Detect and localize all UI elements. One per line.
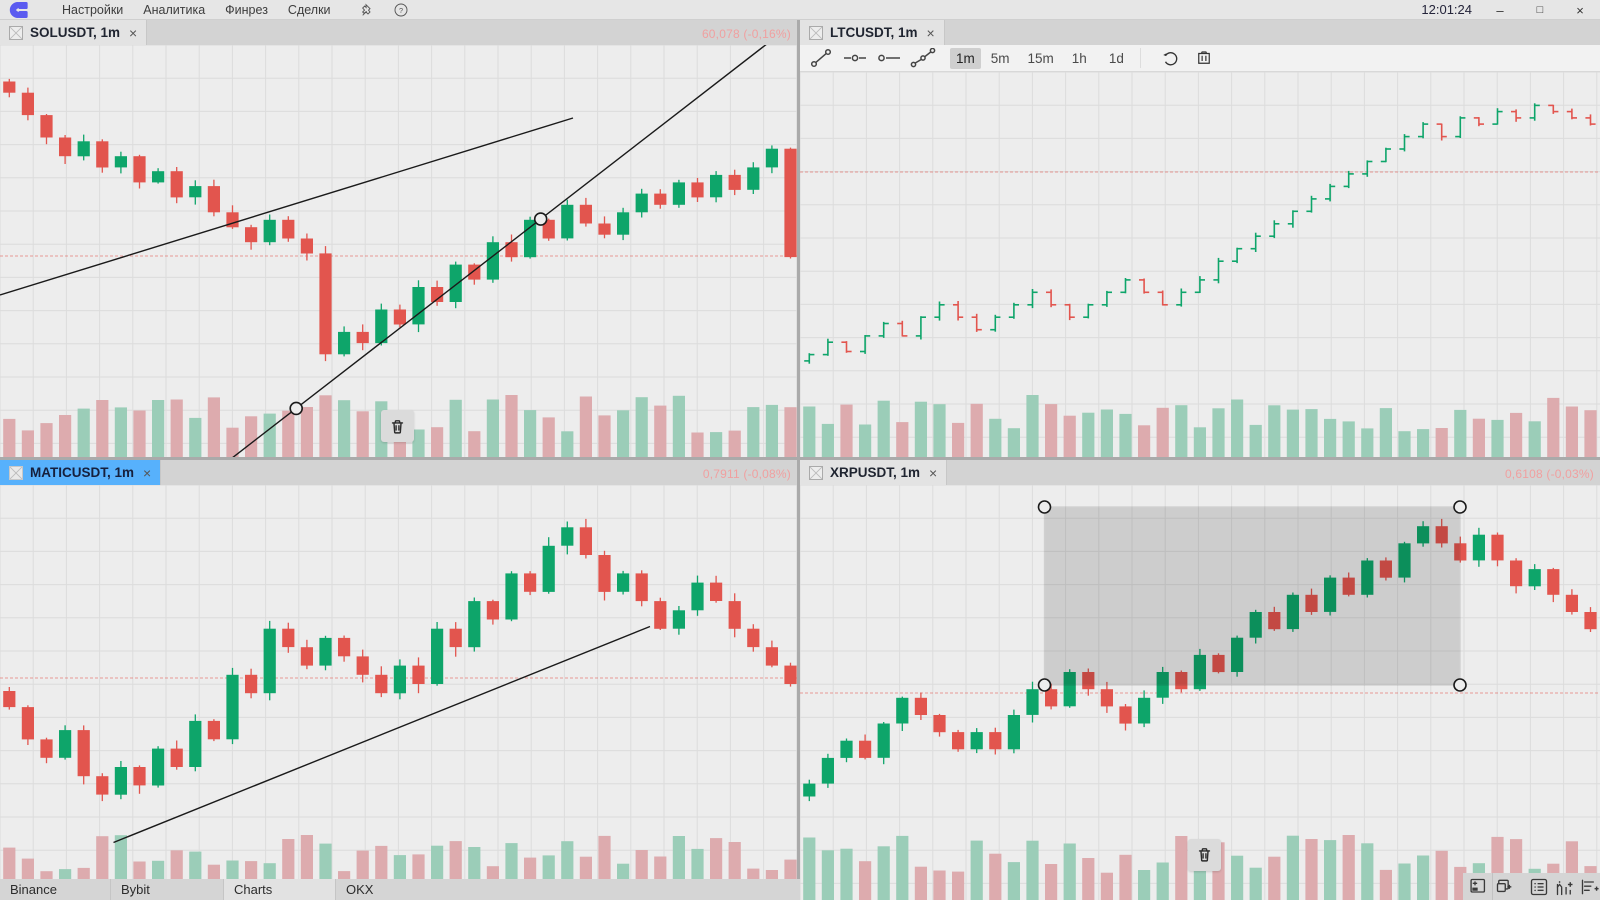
svg-text:?: ? [399, 6, 403, 15]
